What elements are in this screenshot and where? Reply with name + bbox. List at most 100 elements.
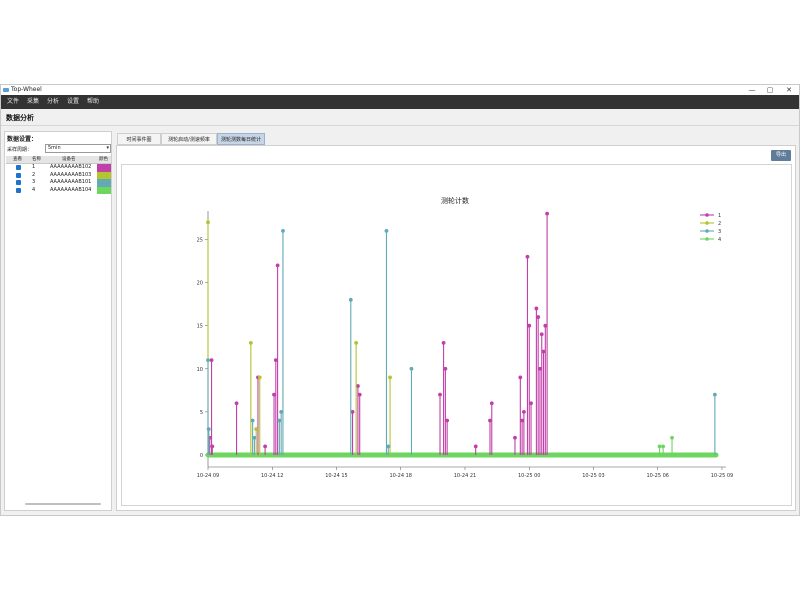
series-4-point bbox=[657, 444, 662, 449]
table-row[interactable]: 1 AAAAAAAAB102 bbox=[6, 164, 111, 172]
series-1-point bbox=[518, 375, 523, 380]
data-settings-heading: 数据设置： bbox=[7, 136, 38, 143]
series-1-point bbox=[543, 323, 548, 328]
series-2-point bbox=[248, 341, 253, 345]
tab-daily-count[interactable]: 测轮测数每日统计 bbox=[217, 133, 265, 145]
device-id-cell: AAAAAAAAB101 bbox=[50, 179, 92, 185]
menu-analyze[interactable]: 分析 bbox=[47, 98, 60, 105]
series-1-point bbox=[473, 444, 478, 449]
series-3-point bbox=[250, 418, 255, 423]
granularity-label: 采样周期： bbox=[7, 147, 33, 153]
x-tick-label: 10-24 21 bbox=[454, 473, 476, 479]
tab-content: 导出 测轮计数 0 5 10 15 20 25 10-24 09 10-24 12 10-24 1… bbox=[116, 145, 796, 511]
menu-bar: 文件 采集 分析 设置 帮助 bbox=[1, 95, 799, 109]
legend-label-4: 4 bbox=[718, 237, 721, 243]
app-window: Top-Wheel — ▢ ✕ 文件 采集 分析 设置 帮助 数据分析 数据设置… bbox=[0, 84, 800, 516]
window-title: Top-Wheel bbox=[11, 86, 42, 93]
legend-label-3: 3 bbox=[718, 229, 721, 235]
title-bar: Top-Wheel — ▢ ✕ bbox=[1, 85, 799, 95]
series-2-point bbox=[257, 375, 262, 380]
series-1-point bbox=[545, 211, 549, 216]
color-swatch bbox=[97, 164, 111, 172]
menu-collect[interactable]: 采集 bbox=[27, 98, 40, 105]
chart-title: 测轮计数 bbox=[441, 196, 469, 205]
series-3-point bbox=[252, 435, 257, 440]
legend-label-1: 1 bbox=[718, 213, 721, 219]
series-3-point bbox=[386, 444, 391, 449]
series-1-point bbox=[539, 332, 544, 337]
checkbox-icon[interactable] bbox=[16, 180, 21, 185]
series-1-point bbox=[541, 349, 546, 354]
chart-area: 测轮计数 0 5 10 15 20 25 10-24 09 10-24 12 10-24 15 10… bbox=[121, 164, 792, 506]
y-tick-label: 5 bbox=[200, 410, 203, 416]
series-3-point bbox=[281, 228, 285, 233]
minimize-button[interactable]: — bbox=[748, 86, 756, 94]
x-tick-label: 10-24 18 bbox=[390, 473, 412, 479]
series-1-point bbox=[441, 341, 446, 345]
table-row[interactable]: 2 AAAAAAAAB103 bbox=[6, 171, 111, 179]
series-1-point bbox=[521, 409, 526, 414]
checkbox-icon[interactable] bbox=[16, 187, 21, 193]
legend-marker-2 bbox=[705, 221, 709, 225]
menu-help[interactable]: 帮助 bbox=[87, 98, 100, 105]
color-swatch bbox=[97, 171, 111, 179]
app-icon bbox=[3, 88, 9, 92]
device-name-cell: 1 bbox=[32, 164, 36, 170]
left-panel: 数据设置： 采样周期： 5min ▾ 查看 名称 设备名 颜色 1 AAAAAAA… bbox=[4, 131, 112, 511]
series-1-point bbox=[520, 418, 525, 423]
device-id-cell: AAAAAAAAB104 bbox=[50, 186, 92, 193]
series-2-point bbox=[354, 341, 359, 345]
y-tick-label: 10 bbox=[197, 367, 203, 373]
x-tick-label: 10-25 03 bbox=[582, 473, 604, 479]
series-2-point bbox=[388, 375, 392, 380]
table-row[interactable]: 3 AAAAAAAAB101 bbox=[6, 179, 111, 187]
color-swatch bbox=[97, 186, 111, 194]
legend-marker-4 bbox=[705, 237, 709, 241]
legend-label-2: 2 bbox=[718, 221, 721, 227]
tab-time-event[interactable]: 时间事件图 bbox=[117, 133, 161, 145]
horizontal-scrollbar[interactable] bbox=[25, 503, 101, 505]
x-tick-label: 10-24 15 bbox=[325, 473, 347, 479]
series-3-point bbox=[348, 297, 353, 302]
checkbox-icon[interactable] bbox=[16, 165, 21, 170]
granularity-value: 5min bbox=[48, 145, 61, 151]
series-1-point bbox=[536, 315, 541, 319]
series-3-point bbox=[409, 366, 414, 371]
x-tick-label: 10-24 09 bbox=[197, 473, 219, 479]
series-1-point bbox=[529, 401, 533, 406]
series-1-point bbox=[534, 306, 539, 311]
menu-settings[interactable]: 设置 bbox=[67, 98, 80, 105]
maximize-button[interactable]: ▢ bbox=[766, 86, 774, 94]
series-3-point bbox=[712, 392, 717, 397]
legend-marker-1 bbox=[705, 213, 709, 217]
table-row[interactable]: 4 AAAAAAAAB104 bbox=[6, 186, 111, 194]
series-1-point bbox=[525, 254, 530, 259]
export-button[interactable]: 导出 bbox=[771, 150, 791, 161]
legend-marker-3 bbox=[705, 229, 709, 233]
series-1-point bbox=[357, 392, 362, 397]
series-3-point bbox=[384, 228, 389, 233]
page-title: 数据分析 bbox=[6, 114, 34, 122]
series-1-point bbox=[275, 263, 280, 268]
granularity-select[interactable]: 5min ▾ bbox=[45, 144, 111, 153]
header-name: 名称 bbox=[32, 157, 41, 162]
device-name-cell: 3 bbox=[32, 179, 36, 185]
chevron-down-icon: ▾ bbox=[106, 145, 109, 151]
y-tick-label: 25 bbox=[197, 237, 203, 243]
y-tick-label: 20 bbox=[197, 281, 203, 287]
header-view: 查看 bbox=[13, 157, 22, 162]
series-1-point bbox=[513, 435, 517, 440]
device-name-cell: 4 bbox=[32, 186, 36, 193]
device-id-cell: AAAAAAAAB103 bbox=[50, 171, 92, 178]
y-tick-label: 15 bbox=[197, 324, 203, 330]
tab-startup-frequency[interactable]: 测轮启动/测速频率 bbox=[161, 133, 217, 145]
menu-file[interactable]: 文件 bbox=[7, 98, 20, 105]
checkbox-icon[interactable] bbox=[16, 172, 21, 178]
series-1-point bbox=[488, 418, 492, 423]
series-1-point bbox=[263, 444, 268, 449]
chart: 测轮计数 0 5 10 15 20 25 10-24 09 10-24 12 10-24 15 10… bbox=[197, 196, 734, 479]
series-2-point bbox=[206, 220, 210, 225]
series-1-point bbox=[350, 409, 355, 414]
series-3-point bbox=[279, 409, 284, 414]
close-button[interactable]: ✕ bbox=[786, 86, 792, 94]
